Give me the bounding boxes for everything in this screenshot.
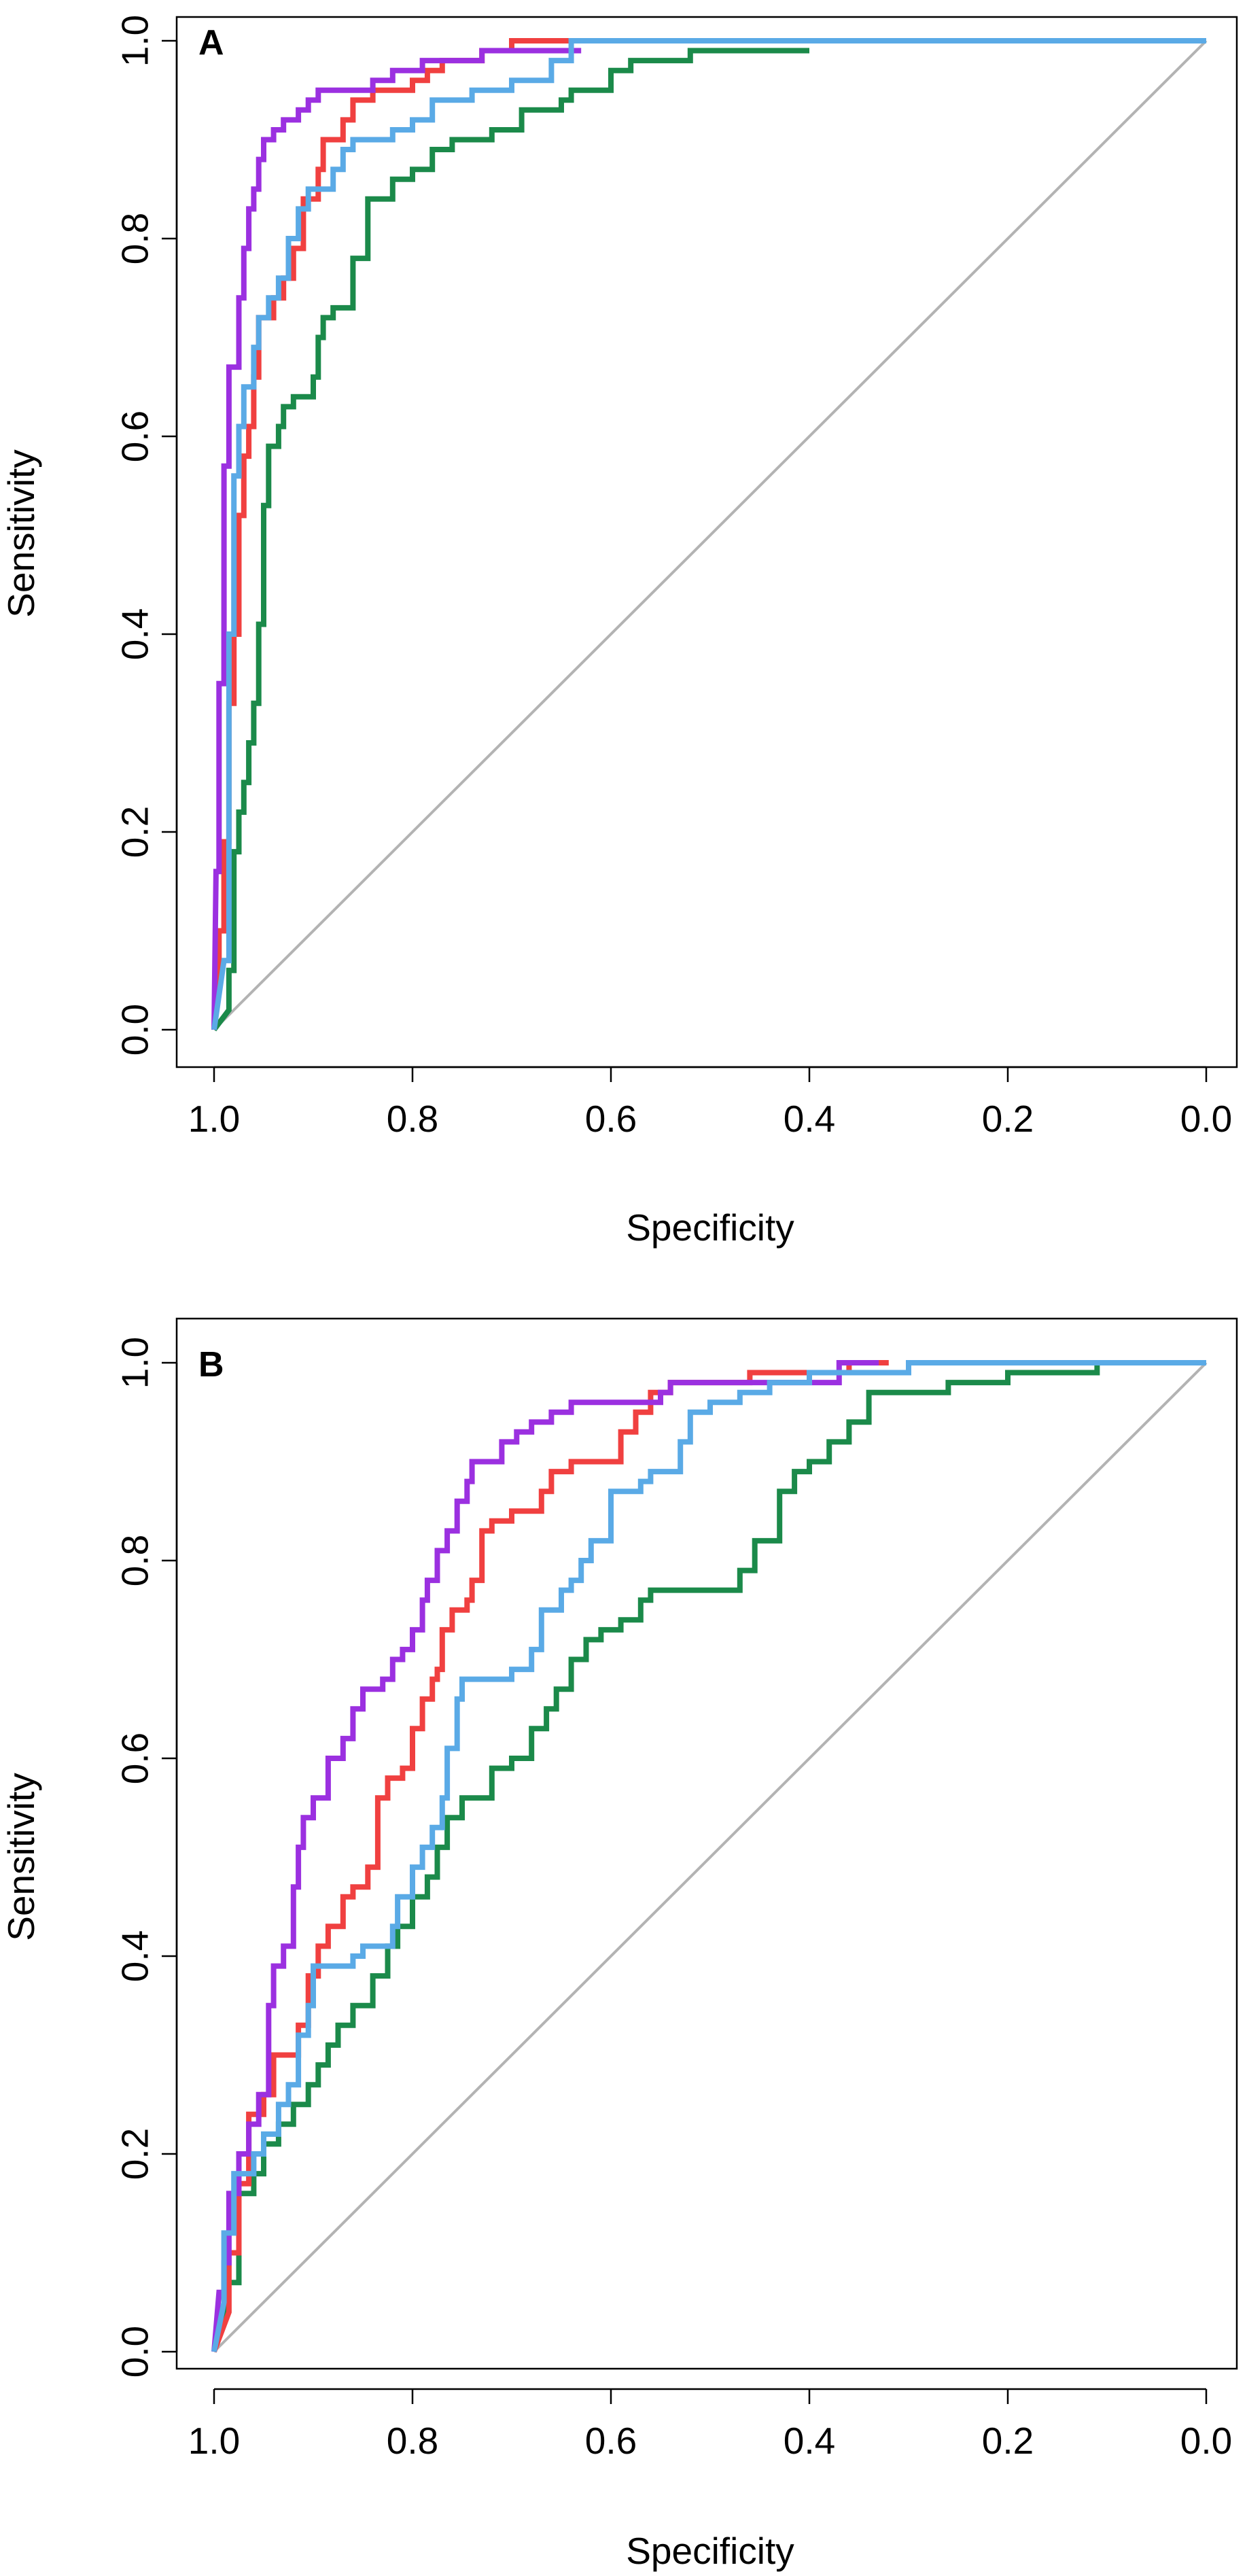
y-tick-label: 0.0: [113, 1004, 156, 1056]
plot-area-border: [175, 1317, 1238, 2370]
x-tick-label: 0.0: [1180, 2420, 1232, 2462]
x-tick-label: 1.0: [188, 2420, 240, 2462]
x-tick-label: 0.2: [982, 2420, 1034, 2462]
tick-marks: [162, 1361, 1208, 2404]
x-axis-title: Specificity: [626, 1206, 794, 1249]
tick-labels: 1.0 0.8 0.6 0.4 0.2 0.0 0.0 0.2 0.4 0.6 0.8 1.0: [113, 1337, 1232, 2462]
series-lines: [211, 38, 1206, 1032]
series-line-blue: [211, 38, 1206, 1030]
y-axis-title: Sensitivity: [0, 449, 42, 618]
y-tick-label: 0.6: [113, 411, 156, 462]
x-tick-label: 0.8: [387, 1098, 438, 1140]
series-line-green: [211, 1363, 1100, 2352]
series-line-purple: [211, 48, 582, 1030]
x-tick-label: 0.4: [784, 1098, 835, 1140]
x-tick-label: 1.0: [188, 1098, 240, 1140]
series-lines: [211, 1360, 1206, 2353]
tick-marks: [162, 39, 1208, 1082]
reference-diagonal-line: [213, 39, 1208, 1031]
y-tick-label: 0.4: [113, 608, 156, 660]
y-tick-label: 0.8: [113, 213, 156, 264]
series-line-blue: [211, 1360, 1206, 2352]
y-tick-label: 0.6: [113, 1733, 156, 1784]
panel-b: B 1.0 0.8 0.6 0.4 0.2 0.0 0.0 0.2 0.4 0.6 0.8 1.0 S…: [0, 1317, 1238, 2572]
x-tick-label: 0.6: [585, 1098, 637, 1140]
y-tick-label: 0.8: [113, 1535, 156, 1586]
series-line-red: [211, 38, 582, 1030]
y-axis-title: Sensitivity: [0, 1773, 42, 1941]
x-tick-label: 0.2: [982, 1098, 1034, 1140]
y-tick-label: 0.2: [113, 2128, 156, 2180]
x-tick-label: 0.6: [585, 2420, 637, 2462]
y-tick-label: 0.2: [113, 806, 156, 858]
y-tick-label: 1.0: [113, 15, 156, 67]
panel-a: A 1.0 0.8 0.6 0.4 0.2 0.0 0.0 0.2 0.4 0.6 0.8 1.0 S…: [0, 15, 1238, 1249]
series-line-green: [211, 48, 809, 1032]
x-tick-label: 0.0: [1180, 1098, 1232, 1140]
tick-labels: 1.0 0.8 0.6 0.4 0.2 0.0 0.0 0.2 0.4 0.6 0.8 1.0: [113, 15, 1232, 1140]
y-tick-label: 0.0: [113, 2326, 156, 2378]
x-tick-label: 0.4: [784, 2420, 835, 2462]
x-axis-title: Specificity: [626, 2530, 794, 2572]
series-line-red: [211, 1360, 889, 2353]
series-line-purple: [211, 1360, 879, 2352]
reference-diagonal-line: [213, 1361, 1208, 2353]
panel-label: A: [198, 23, 224, 63]
y-tick-label: 0.4: [113, 1930, 156, 1982]
panel-label: B: [198, 1345, 224, 1385]
y-tick-label: 1.0: [113, 1337, 156, 1389]
x-tick-label: 0.8: [387, 2420, 438, 2462]
